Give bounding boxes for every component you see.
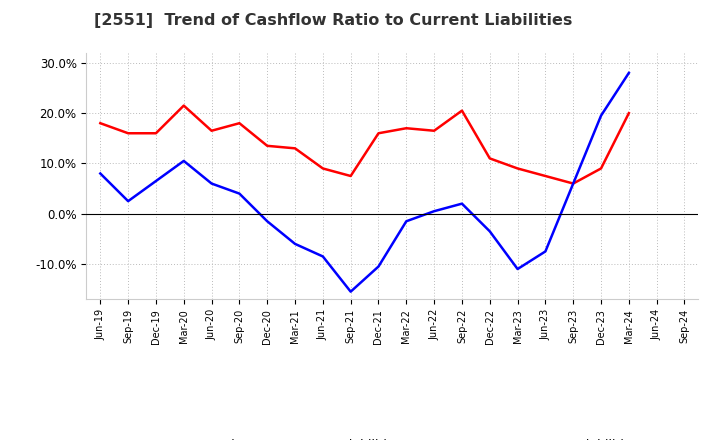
Operating CF to Current Liabilities (346, 173, 355, 179)
Operating CF to Current Liabilities (96, 121, 104, 126)
Free CF to Current Liabilities (485, 229, 494, 234)
Free CF to Current Liabilities (430, 209, 438, 214)
Free CF to Current Liabilities (374, 264, 383, 269)
Free CF to Current Liabilities (597, 113, 606, 118)
Line: Free CF to Current Liabilities: Free CF to Current Liabilities (100, 73, 629, 292)
Free CF to Current Liabilities (235, 191, 243, 196)
Operating CF to Current Liabilities (152, 131, 161, 136)
Operating CF to Current Liabilities (569, 181, 577, 186)
Free CF to Current Liabilities (569, 181, 577, 186)
Operating CF to Current Liabilities (207, 128, 216, 133)
Operating CF to Current Liabilities (291, 146, 300, 151)
Operating CF to Current Liabilities (458, 108, 467, 113)
Free CF to Current Liabilities (346, 289, 355, 294)
Operating CF to Current Liabilities (235, 121, 243, 126)
Operating CF to Current Liabilities (541, 173, 550, 179)
Operating CF to Current Liabilities (513, 166, 522, 171)
Free CF to Current Liabilities (402, 219, 410, 224)
Free CF to Current Liabilities (291, 241, 300, 246)
Free CF to Current Liabilities (263, 219, 271, 224)
Operating CF to Current Liabilities (263, 143, 271, 148)
Free CF to Current Liabilities (179, 158, 188, 164)
Free CF to Current Liabilities (624, 70, 633, 76)
Operating CF to Current Liabilities (318, 166, 327, 171)
Operating CF to Current Liabilities (124, 131, 132, 136)
Free CF to Current Liabilities (513, 266, 522, 271)
Operating CF to Current Liabilities (597, 166, 606, 171)
Free CF to Current Liabilities (96, 171, 104, 176)
Line: Operating CF to Current Liabilities: Operating CF to Current Liabilities (100, 106, 629, 183)
Free CF to Current Liabilities (124, 198, 132, 204)
Legend: Operating CF to Current Liabilities, Free CF to Current Liabilities: Operating CF to Current Liabilities, Fre… (142, 433, 643, 440)
Operating CF to Current Liabilities (430, 128, 438, 133)
Operating CF to Current Liabilities (402, 125, 410, 131)
Operating CF to Current Liabilities (624, 110, 633, 116)
Operating CF to Current Liabilities (485, 156, 494, 161)
Free CF to Current Liabilities (207, 181, 216, 186)
Text: [2551]  Trend of Cashflow Ratio to Current Liabilities: [2551] Trend of Cashflow Ratio to Curren… (94, 13, 572, 28)
Operating CF to Current Liabilities (374, 131, 383, 136)
Free CF to Current Liabilities (318, 254, 327, 259)
Free CF to Current Liabilities (152, 178, 161, 183)
Free CF to Current Liabilities (458, 201, 467, 206)
Operating CF to Current Liabilities (179, 103, 188, 108)
Free CF to Current Liabilities (541, 249, 550, 254)
